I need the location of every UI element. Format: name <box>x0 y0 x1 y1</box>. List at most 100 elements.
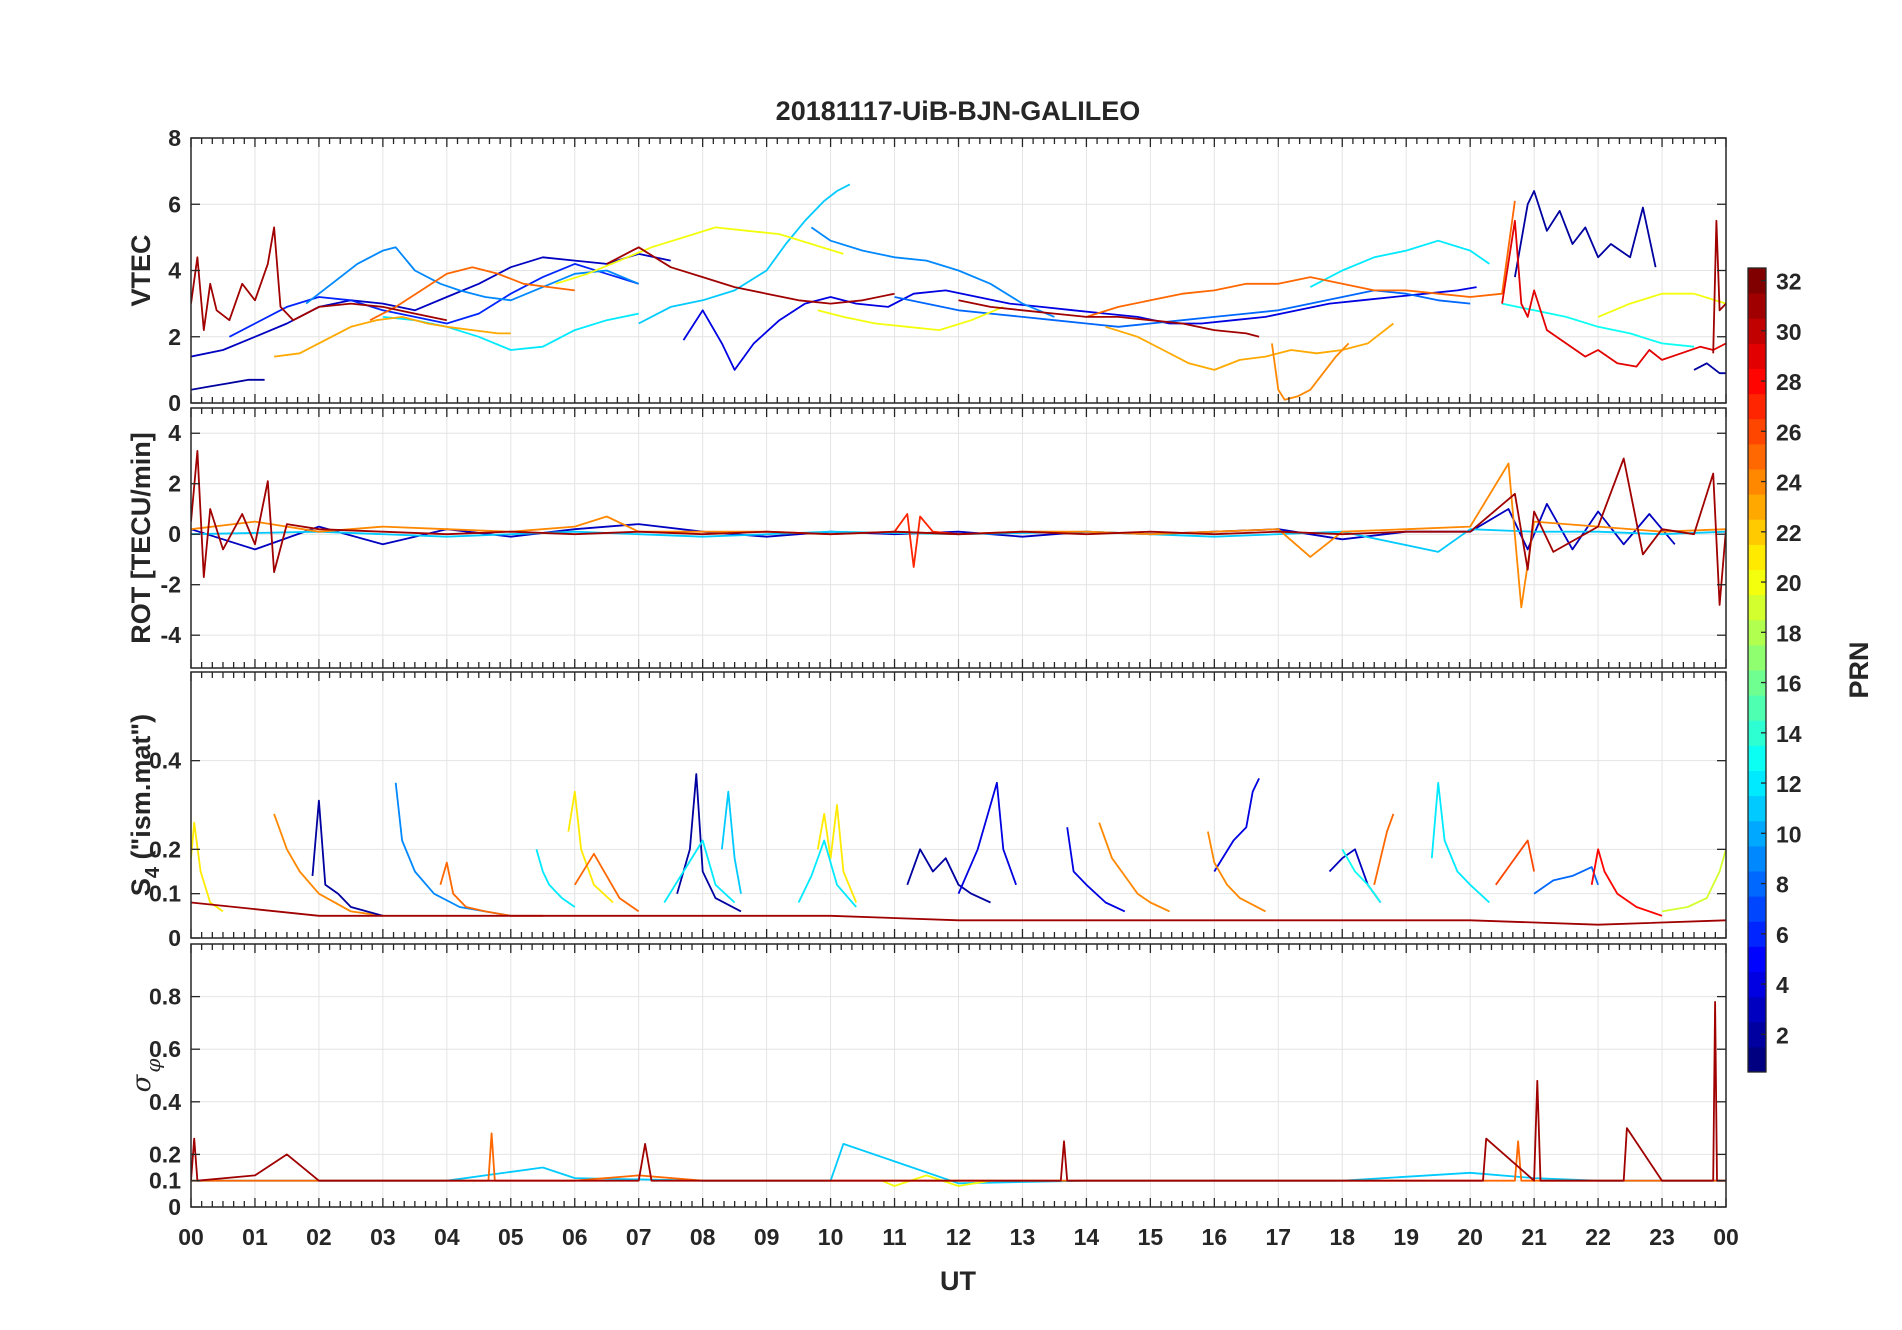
colorbar-tick-label: 18 <box>1776 620 1802 646</box>
y-tick-label: -2 <box>161 572 181 598</box>
colorbar-swatch <box>1748 971 1766 998</box>
x-tick-label: 01 <box>242 1224 268 1250</box>
series-line-prn-9 <box>305 246 640 305</box>
colorbar-tick-label: 24 <box>1776 470 1802 496</box>
colorbar-swatch <box>1748 896 1766 922</box>
series-line-prn-28 <box>1590 848 1663 917</box>
series-line-prn-4 <box>1213 778 1260 872</box>
x-tick-label: 16 <box>1202 1224 1228 1250</box>
y-axis-label: VTEC <box>126 234 156 306</box>
x-tick-label: 21 <box>1521 1224 1547 1250</box>
series-line-prn-24 <box>273 813 384 917</box>
colorbar-tick-label: 14 <box>1776 721 1802 747</box>
colorbar-tick-label: 22 <box>1776 520 1802 546</box>
series-line-prn-11 <box>721 790 742 894</box>
y-tick-label: 0 <box>168 390 181 416</box>
series-line-prn-26 <box>1495 839 1535 886</box>
series-line-prn-27 <box>893 513 959 568</box>
y-tick-label: 0.4 <box>149 748 181 774</box>
series-line-prn-25 <box>574 852 640 913</box>
series-line-prn-4 <box>1066 827 1126 913</box>
series-line-prn-2 <box>191 378 265 391</box>
series-line-prn-2 <box>1514 190 1657 278</box>
series-group <box>191 183 1726 401</box>
colorbar-label: PRN <box>1844 641 1874 698</box>
y-tick-label: 4 <box>168 258 181 284</box>
series-line-prn-25 <box>1373 813 1395 886</box>
colorbar-tick-label: 12 <box>1776 771 1802 797</box>
x-tick-label: 11 <box>882 1224 907 1250</box>
series-line-prn-19 <box>1661 849 1726 913</box>
series-line-prn-23 <box>1105 322 1394 371</box>
y-tick-label: 2 <box>168 324 181 350</box>
x-tick-labels: 00 01 02 03 04 05 06 07 08 09 10 11 12 13 14 15 16 17 18 19… <box>178 1224 1739 1250</box>
x-tick-label: 12 <box>946 1224 972 1250</box>
x-tick-label: 03 <box>370 1224 396 1250</box>
colorbar-tick-label: 30 <box>1776 319 1802 345</box>
series-line-prn-31 <box>958 299 1260 338</box>
colorbar-swatch <box>1748 795 1766 822</box>
y-tick-label: 0 <box>168 925 181 951</box>
series-line-prn-25 <box>439 861 543 917</box>
colorbar-swatch <box>1748 343 1766 369</box>
series-line-prn-21 <box>567 790 614 904</box>
series-line-prn-2 <box>906 848 991 904</box>
x-tick-label: 14 <box>1074 1224 1100 1250</box>
x-tick-label: 04 <box>434 1224 460 1250</box>
colorbar-swatch <box>1748 268 1766 294</box>
y-axis-label: ROT [TECU/min] <box>126 432 156 643</box>
series-line-prn-20 <box>555 226 844 285</box>
x-tick-label: 17 <box>1265 1224 1291 1250</box>
panel-1: 0 2 4 6 8 VTEC <box>126 125 1727 416</box>
y-tick-label: 8 <box>168 125 181 151</box>
x-tick-label: 10 <box>818 1224 844 1250</box>
x-tick-label: 09 <box>754 1224 780 1250</box>
x-tick-label: 05 <box>498 1224 524 1250</box>
colorbar-swatch <box>1748 695 1766 721</box>
colorbar-tick-label: 6 <box>1776 922 1789 948</box>
y-tick-label: 0.4 <box>149 1089 181 1115</box>
series-line-prn-29 <box>1501 219 1726 368</box>
colorbar-swatch <box>1748 946 1766 972</box>
series-line-prn-31 <box>191 1001 1726 1182</box>
y-tick-label: 0.1 <box>149 881 181 907</box>
x-tick-label: 00 <box>178 1224 204 1250</box>
series-line-prn-25 <box>1086 200 1516 318</box>
x-tick-label: 13 <box>1010 1224 1036 1250</box>
series-line-prn-12 <box>797 839 857 908</box>
colorbar-swatch <box>1748 996 1766 1023</box>
series-line-prn-2 <box>1693 362 1726 375</box>
y-tick-label: 0.6 <box>149 1036 181 1062</box>
panel-2: -4 -2 0 2 4 ROT [TECU/min] <box>126 407 1727 669</box>
colorbar-swatch <box>1748 921 1766 947</box>
series-line-prn-20 <box>817 306 1004 332</box>
panel-3: 0 0.1 0.2 0.4S4 ("ism.mat") <box>126 671 1727 951</box>
y-tick-label: -4 <box>161 622 182 648</box>
panel-4: 00.10.2 0.4 0.6 0.8 σφ <box>127 943 1727 1220</box>
colorbar-tick-label: 2 <box>1776 1022 1789 1048</box>
colorbar-swatch <box>1748 569 1766 596</box>
series-line-prn-12 <box>1309 239 1490 288</box>
chart-title: 20181117-UiB-BJN-GALILEO <box>776 96 1141 126</box>
y-tick-label: 0 <box>168 521 181 547</box>
series-line-prn-3 <box>1328 848 1382 904</box>
colorbar-swatch <box>1748 494 1766 520</box>
series-line-prn-24 <box>1271 342 1350 401</box>
series-line-prn-12 <box>663 839 736 904</box>
series-line-prn-2 <box>676 773 742 913</box>
series-line-prn-3 <box>191 252 671 358</box>
series-group <box>191 1001 1726 1187</box>
colorbar-swatch <box>1748 770 1766 797</box>
x-tick-label: 23 <box>1649 1224 1675 1250</box>
colorbar-tick-label: 10 <box>1776 821 1802 847</box>
series-line-prn-31 <box>191 901 1726 926</box>
colorbar-swatch <box>1748 443 1766 470</box>
y-axis-label: S4 ("ism.mat") <box>126 714 164 896</box>
series-line-prn-31 <box>191 449 1726 606</box>
x-tick-label: 20 <box>1457 1224 1483 1250</box>
colorbar-swatch <box>1748 720 1766 746</box>
x-tick-label: 08 <box>690 1224 716 1250</box>
colorbar-swatch <box>1748 619 1766 646</box>
